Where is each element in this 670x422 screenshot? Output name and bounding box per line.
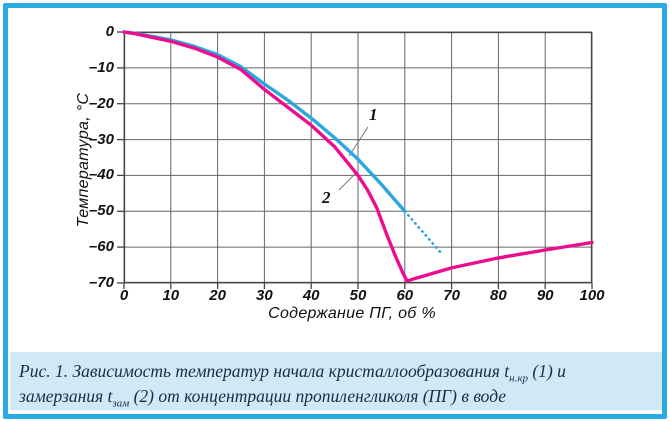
caption-line1-tail: (1) и xyxy=(528,361,566,381)
curve-2-leader-line xyxy=(338,173,356,191)
curve-2 xyxy=(122,30,594,283)
y-tick-label: –70 xyxy=(88,274,114,291)
x-tick-label: 40 xyxy=(302,287,320,304)
curve-label-2: 2 xyxy=(322,188,331,207)
caption-line1-subscript: н.кр xyxy=(509,372,529,385)
caption-line2-tail: (2) от концентрации пропиленгликоля (ПГ)… xyxy=(129,386,507,406)
y-tick-label: –30 xyxy=(88,130,114,148)
plot-border xyxy=(123,31,593,284)
plot-area xyxy=(117,30,594,289)
x-tick-label: 70 xyxy=(443,287,460,304)
y-tick-label: –40 xyxy=(88,166,114,184)
x-tick-label: 90 xyxy=(536,287,554,304)
x-tick-label: 100 xyxy=(579,287,605,304)
y-tick-label: –60 xyxy=(88,238,114,256)
caption-band: Рис. 1. Зависимость температур начала кр… xyxy=(10,352,662,410)
x-tick-label: 30 xyxy=(256,287,273,304)
x-tick-label: 80 xyxy=(490,287,507,304)
curve-1-leader-line xyxy=(348,126,369,157)
x-axis-title: Содержание ПГ, об % xyxy=(268,305,436,322)
x-tick-label: 0 xyxy=(119,287,129,304)
x-tick-label: 20 xyxy=(209,287,226,304)
y-tick-label: 0 xyxy=(105,23,114,40)
x-tick-label: 60 xyxy=(396,287,414,304)
caption-line2-subscript: зам xyxy=(112,397,130,410)
figure-caption: Рис. 1. Зависимость температур начала кр… xyxy=(10,352,662,409)
curve-1-dotted-extension xyxy=(403,210,444,256)
caption-line1-text: Рис. 1. Зависимость температур начала кр… xyxy=(19,361,510,381)
y-tick-label: –20 xyxy=(88,94,114,112)
curve-label-1: 1 xyxy=(369,105,378,124)
caption-line2-text: замерзания t xyxy=(19,386,113,406)
x-tick-label: 50 xyxy=(349,287,367,304)
y-tick-label: –50 xyxy=(88,202,114,220)
x-tick-label: 10 xyxy=(162,287,180,304)
y-tick-label: –10 xyxy=(88,58,114,76)
